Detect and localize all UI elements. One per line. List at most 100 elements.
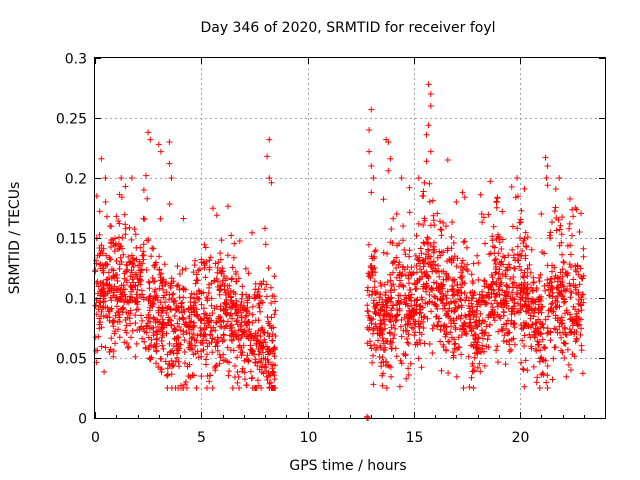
data-point [102, 344, 109, 351]
data-point [533, 379, 540, 386]
data-point [211, 305, 218, 312]
data-point [181, 360, 188, 367]
data-point [132, 231, 139, 238]
data-point [265, 265, 272, 272]
data-point [247, 342, 254, 349]
data-point [444, 288, 451, 295]
data-point [256, 293, 263, 300]
y-tick-label: 0.3 [65, 52, 87, 68]
data-point [379, 354, 386, 361]
data-point [181, 349, 188, 355]
data-point [542, 287, 549, 294]
data-point [435, 262, 441, 269]
data-point [181, 308, 188, 315]
data-point [138, 312, 144, 319]
data-point [522, 252, 529, 259]
data-point [477, 310, 484, 317]
data-point [163, 330, 170, 337]
data-point [102, 175, 109, 181]
data-point [95, 306, 102, 313]
data-point [152, 286, 159, 293]
data-point [423, 158, 430, 165]
data-point [185, 306, 192, 313]
data-point [482, 240, 488, 247]
data-point [202, 244, 209, 251]
data-point [401, 314, 408, 321]
data-point [535, 309, 542, 316]
data-point [434, 210, 441, 217]
data-point [521, 235, 528, 242]
data-point [566, 225, 572, 232]
data-point [524, 289, 531, 296]
data-point [509, 289, 516, 296]
data-point [502, 273, 509, 280]
data-point [158, 312, 164, 319]
data-point [99, 286, 106, 293]
data-point [545, 313, 552, 320]
data-point [404, 318, 411, 325]
data-point [506, 341, 513, 348]
data-point [398, 333, 405, 340]
data-point [559, 266, 566, 273]
data-point [451, 345, 458, 352]
data-point [145, 129, 152, 136]
data-point [458, 351, 465, 358]
data-point [537, 318, 544, 325]
data-point [525, 304, 532, 311]
data-point [140, 241, 147, 248]
data-point [528, 343, 535, 350]
data-point [396, 259, 403, 266]
data-point [454, 282, 461, 288]
data-point [495, 286, 502, 293]
data-point [209, 349, 216, 356]
data-point [192, 280, 199, 287]
data-point [430, 217, 437, 224]
data-point [225, 203, 231, 210]
data-point [393, 265, 400, 271]
data-point [485, 211, 492, 218]
data-point [117, 286, 124, 293]
data-point [412, 252, 419, 259]
data-point [146, 342, 153, 349]
data-point [491, 244, 498, 251]
data-point [131, 257, 138, 264]
data-point [503, 293, 510, 300]
data-point [371, 255, 378, 262]
data-point [230, 302, 237, 309]
data-point [530, 279, 537, 286]
data-point [198, 301, 205, 308]
data-point [387, 287, 394, 294]
data-point [442, 333, 449, 340]
data-point [448, 318, 455, 324]
data-point [370, 352, 376, 359]
data-point [463, 330, 470, 337]
data-point [412, 329, 419, 336]
data-point [373, 323, 379, 330]
data-point [549, 268, 555, 275]
data-point [191, 306, 198, 313]
data-point [440, 323, 447, 330]
data-point [166, 160, 173, 167]
data-point [132, 312, 139, 319]
data-point [156, 319, 163, 326]
data-point [394, 312, 401, 319]
data-point [569, 232, 575, 239]
data-point [166, 139, 173, 145]
data-point [533, 347, 540, 354]
data-point [553, 295, 560, 301]
data-point [407, 360, 414, 367]
data-point [121, 339, 128, 346]
data-point [456, 296, 463, 303]
data-point [133, 291, 140, 298]
data-point [574, 263, 581, 270]
data-point [233, 301, 240, 308]
data-point [418, 314, 425, 321]
data-point [198, 373, 205, 380]
data-point [509, 223, 516, 230]
data-point [459, 189, 466, 196]
data-point [400, 327, 407, 334]
data-point [388, 339, 395, 346]
data-point [149, 245, 156, 252]
data-point [556, 175, 563, 181]
data-point [387, 155, 394, 162]
